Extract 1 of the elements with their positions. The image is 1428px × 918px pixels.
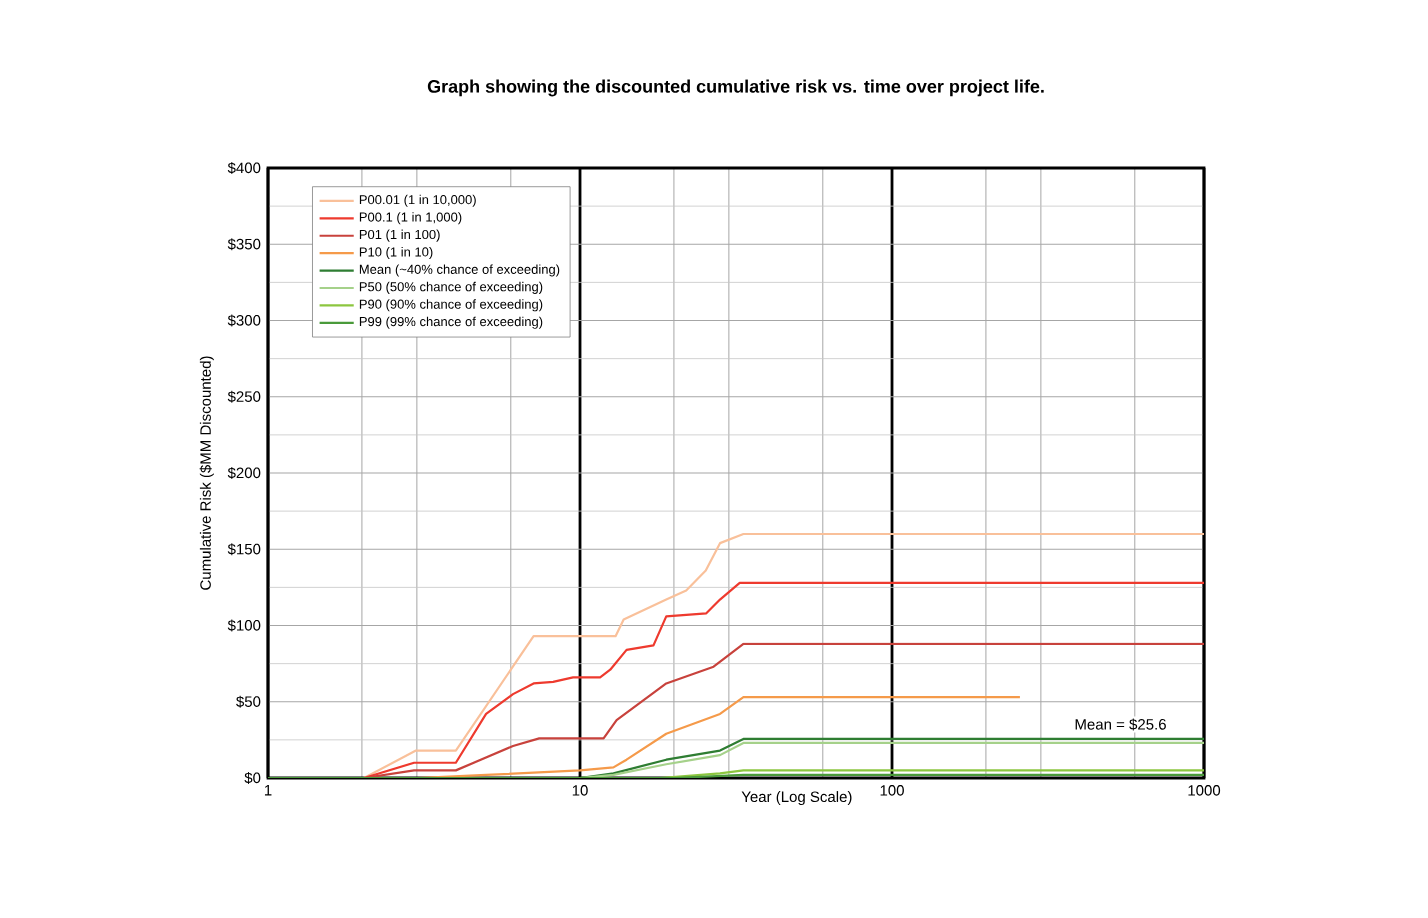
- chart-title: Graph showing the discounted cumulative risk vs. time over project life.: [427, 79, 1044, 97]
